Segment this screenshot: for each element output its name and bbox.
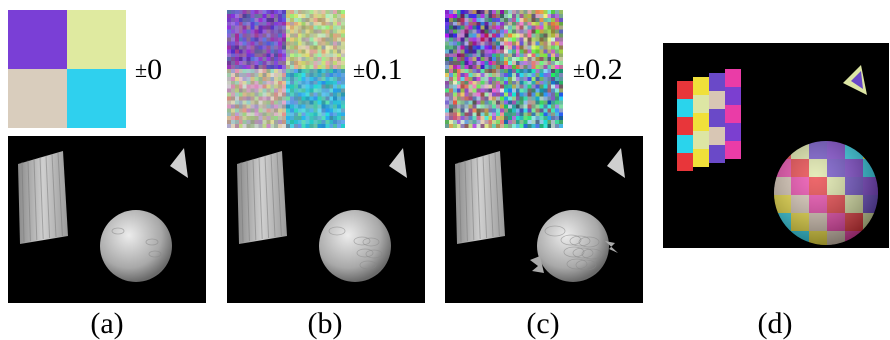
noise-label-c: ±0.2 [573, 55, 623, 85]
colored-planar-surface [677, 69, 741, 171]
noise-label-a: ±0 [135, 55, 162, 85]
plus-minus-symbol: ± [353, 57, 366, 82]
plus-minus-symbol: ± [135, 57, 148, 82]
noise-value: 0.1 [365, 53, 403, 86]
caption-c: (c) [526, 307, 560, 340]
noise-overlay [445, 10, 563, 128]
caption-a: (a) [90, 307, 124, 340]
small-patch [607, 148, 625, 178]
small-patch [170, 148, 188, 178]
quadrant-cyan [67, 69, 126, 128]
reconstruction-render-c [445, 136, 643, 303]
color-swatch-a [8, 10, 126, 128]
quadrant-purple [8, 10, 67, 69]
reconstruction-render-a [8, 136, 206, 303]
colored-render-d [663, 43, 889, 248]
small-patch [389, 148, 407, 178]
noise-value: 0.2 [585, 53, 623, 86]
color-swatch-c [445, 10, 563, 128]
sphere [100, 210, 172, 282]
sphere [537, 210, 609, 282]
reconstruction-render-b [227, 136, 425, 303]
caption-d: (d) [757, 307, 793, 340]
color-swatch-b [227, 10, 345, 128]
noise-label-b: ±0.1 [353, 55, 403, 85]
noise-value: 0 [147, 53, 163, 86]
noise-overlay [227, 10, 345, 128]
quadrant-lime [67, 10, 126, 69]
quadrant-beige [8, 69, 67, 128]
sphere [319, 210, 391, 282]
caption-b: (b) [307, 307, 343, 340]
plus-minus-symbol: ± [573, 57, 586, 82]
